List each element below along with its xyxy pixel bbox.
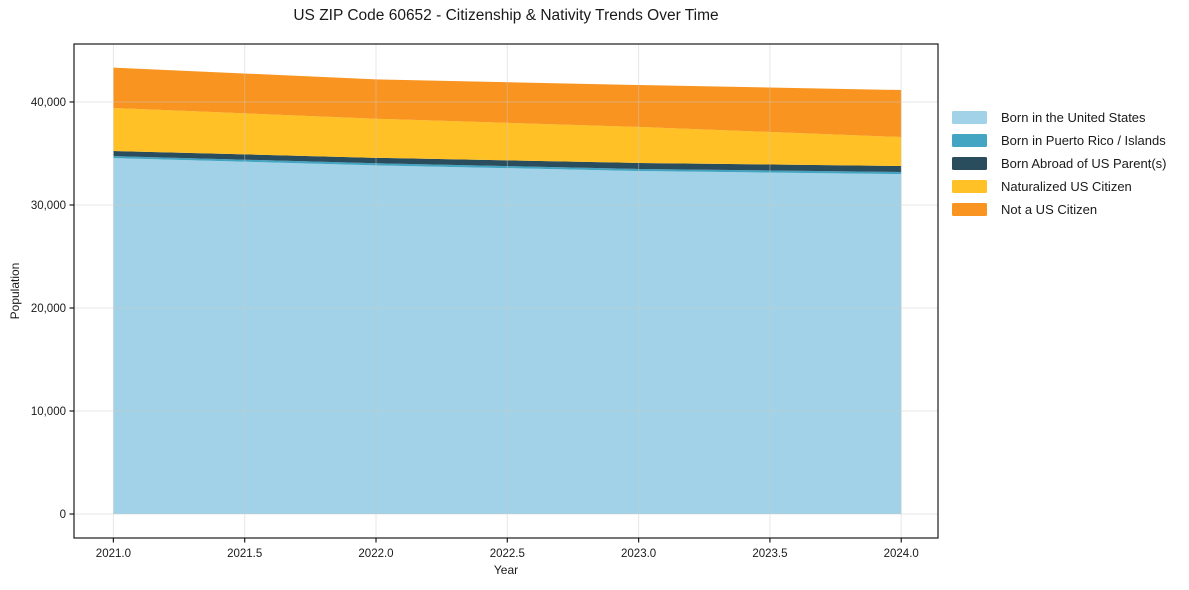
area-born-in-puerto-rico-islands (113, 156, 902, 175)
y-tick-label: 10,000 (31, 406, 66, 418)
area-naturalized-us-citizen (113, 107, 902, 167)
legend-item-naturalized-us-citizen: Naturalized US Citizen (952, 179, 1166, 194)
x-tick-label: 2024.0 (884, 548, 919, 560)
legend-swatch (952, 134, 987, 147)
x-tick-label: 2022.5 (490, 548, 525, 560)
legend: Born in the United States Born in Puerto … (952, 110, 1167, 217)
legend-label: Born in Puerto Rico / Islands (1001, 133, 1166, 148)
legend-swatch (952, 111, 987, 124)
y-axis-label: Population (8, 262, 22, 320)
y-tick-label: 30,000 (31, 200, 66, 212)
x-axis-label: Year (493, 563, 519, 577)
chart-title: US ZIP Code 60652 - Citizenship & Nativi… (293, 7, 719, 24)
legend-item-born-abroad-of-us-parent-s: Born Abroad of US Parent(s) (952, 156, 1167, 171)
plot-border (73, 43, 939, 539)
area-born-abroad-of-us-parent-s (113, 151, 902, 173)
legend-label: Born Abroad of US Parent(s) (1001, 156, 1167, 171)
legend-label: Not a US Citizen (1001, 202, 1098, 217)
legend-swatch (952, 157, 987, 170)
x-tick-label: 2021.5 (227, 548, 262, 560)
legend-item-born-in-the-united-states: Born in the United States (952, 110, 1166, 125)
y-tick-label: 40,000 (31, 97, 66, 109)
x-tick-label: 2023.5 (752, 548, 787, 560)
legend-label: Born in the United States (1001, 110, 1146, 125)
y-tick-label: 0 (60, 509, 66, 521)
y-tick-label: 20,000 (31, 303, 66, 315)
area-not-a-us-citizen (113, 67, 902, 138)
x-tick-label: 2022.0 (358, 548, 393, 560)
legend-label: Naturalized US Citizen (1001, 179, 1132, 194)
legend-swatch (952, 203, 987, 216)
x-tick-label: 2021.0 (96, 548, 131, 560)
area-born-in-the-united-states (113, 158, 902, 515)
x-tick-label: 2023.0 (621, 548, 656, 560)
legend-swatch (952, 180, 987, 193)
legend-item-not-a-us-citizen: Not a US Citizen (952, 202, 1166, 217)
legend-item-born-in-puerto-rico-islands: Born in Puerto Rico / Islands (952, 133, 1166, 148)
